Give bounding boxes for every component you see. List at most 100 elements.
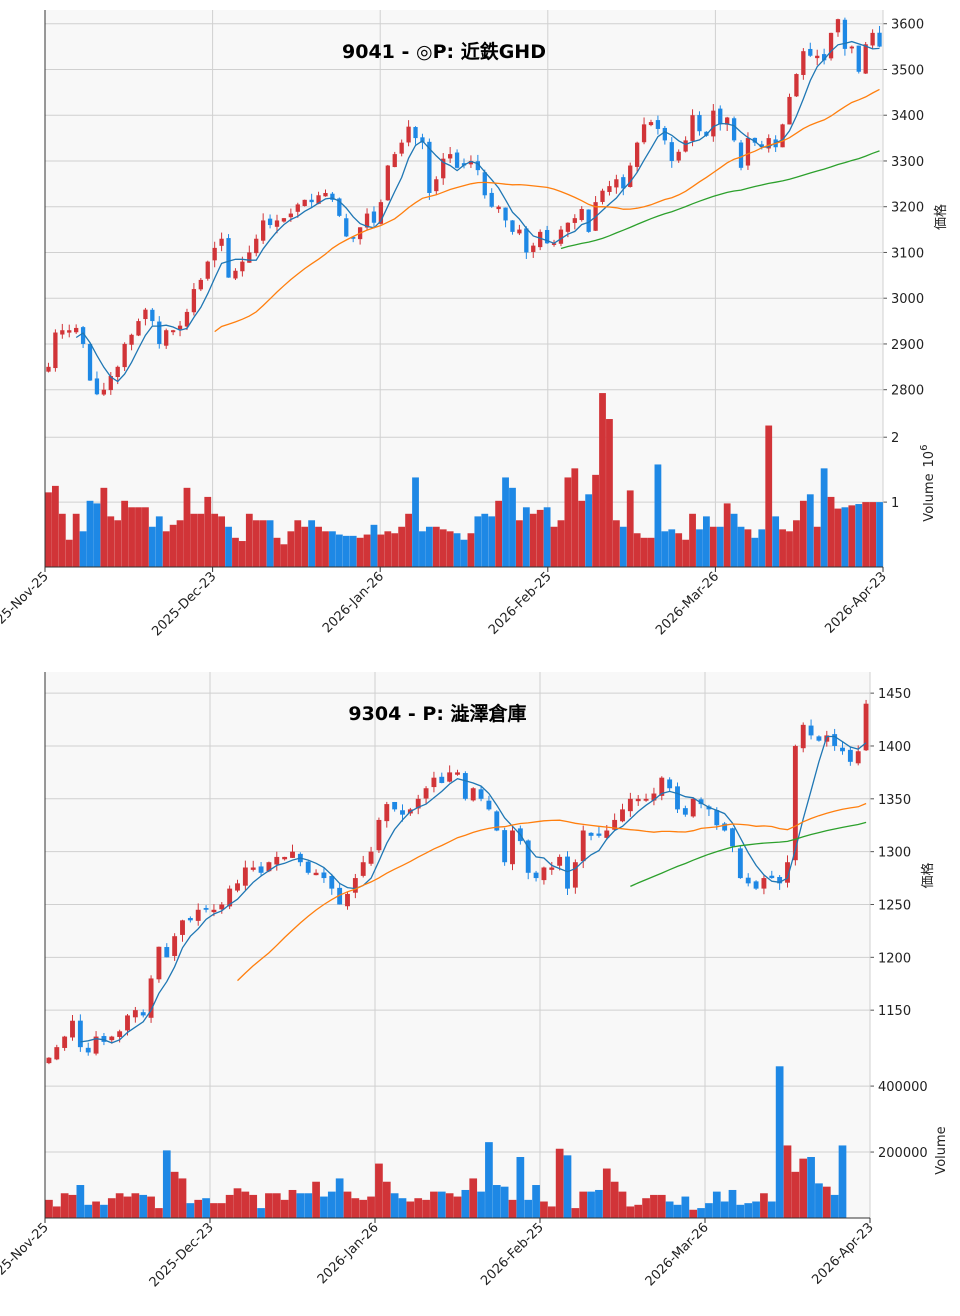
- volume-bar: [547, 1206, 556, 1218]
- volume-bar: [599, 393, 606, 567]
- volume-bar: [437, 1191, 446, 1218]
- candle-body: [579, 209, 584, 221]
- candle-body: [250, 867, 256, 870]
- volume-bar: [571, 1208, 580, 1218]
- chart-title: 9041 - ◎P: 近鉄GHD: [342, 40, 546, 63]
- candle-body: [808, 48, 813, 56]
- candle-body: [368, 851, 374, 864]
- volume-bar: [100, 1204, 108, 1218]
- candle-body: [704, 131, 709, 136]
- volume-bar: [363, 534, 371, 567]
- volume-tick-label: 2: [891, 431, 899, 446]
- volume-bar: [606, 419, 613, 567]
- volume-bar: [367, 1196, 375, 1218]
- candle-body: [233, 270, 238, 279]
- candle-body: [620, 809, 625, 822]
- volume-bar: [728, 1189, 737, 1218]
- volume-bar: [356, 537, 364, 567]
- candle-body: [295, 204, 300, 212]
- volume-bar: [509, 487, 516, 567]
- candle-body: [482, 172, 487, 196]
- candle-body: [877, 32, 882, 47]
- volume-bar: [359, 1199, 368, 1218]
- volume-bar: [681, 1196, 690, 1218]
- candle-body: [737, 848, 743, 879]
- candle-body: [470, 788, 476, 801]
- candle-body: [323, 192, 328, 197]
- volume-bar: [673, 1204, 682, 1218]
- candle-body: [53, 332, 58, 369]
- volume-bar: [760, 1193, 768, 1218]
- candle-body: [415, 798, 421, 809]
- volume-bar: [703, 516, 710, 567]
- volume-bar: [272, 1193, 281, 1218]
- candle-body: [525, 840, 531, 873]
- candle-body: [150, 309, 155, 322]
- candle-body: [108, 375, 113, 391]
- volume-bar: [335, 1178, 344, 1218]
- candle-body: [496, 206, 501, 210]
- volume-bar: [820, 468, 828, 567]
- volume-bar: [626, 1206, 635, 1218]
- volume-bar: [294, 520, 302, 567]
- date-tick-label: 2025-Nov-25: [0, 569, 52, 639]
- volume-bar: [155, 516, 163, 567]
- volume-bar: [147, 1196, 155, 1218]
- candle-body: [651, 793, 657, 801]
- volume-bar: [516, 520, 523, 567]
- volume-bar: [536, 509, 544, 567]
- price-tick-label: 3000: [891, 292, 924, 307]
- volume-bar: [602, 1168, 611, 1218]
- volume-bar: [661, 531, 669, 567]
- candle-body: [384, 804, 390, 822]
- volume-bar: [485, 1142, 493, 1218]
- candle-body: [226, 238, 231, 278]
- volume-bar: [682, 539, 690, 567]
- volume-bar: [640, 537, 648, 567]
- volume-bar: [543, 507, 551, 567]
- candle-body: [400, 810, 405, 815]
- volume-bar: [186, 1203, 195, 1218]
- volume-bar: [689, 513, 696, 567]
- volume-bar: [93, 503, 101, 567]
- volume-bar: [634, 1204, 643, 1218]
- volume-bar: [79, 531, 87, 567]
- volume-bar: [204, 496, 212, 567]
- candle-body: [745, 877, 751, 884]
- volume-bar: [550, 526, 558, 567]
- ma-long-line: [630, 821, 867, 887]
- volume-bar: [176, 520, 184, 567]
- candle-body: [475, 161, 480, 171]
- candle-body: [274, 856, 280, 865]
- volume-bar: [744, 529, 752, 567]
- candle-body: [821, 54, 827, 61]
- candle-body: [345, 893, 350, 907]
- volume-bar: [642, 1198, 650, 1218]
- candle-body: [777, 876, 783, 884]
- chart-panel-2: 1150 1200 1250 1300 1350 1400 1450 200000 400000…: [0, 672, 949, 1290]
- candle-body: [406, 126, 411, 143]
- candle-body: [801, 51, 806, 75]
- volume-bar: [775, 1066, 784, 1218]
- volume-bar: [529, 513, 537, 567]
- volume-bar: [736, 1204, 745, 1218]
- volume-bar: [84, 1204, 93, 1218]
- volume-bar: [148, 526, 156, 567]
- volume-bar: [578, 500, 586, 567]
- candle-body: [309, 199, 314, 203]
- price-tick-label: 2800: [891, 384, 924, 399]
- candle-body: [792, 745, 798, 861]
- candle-body: [675, 786, 680, 810]
- candle-body: [143, 309, 148, 320]
- volume-bar: [115, 1193, 124, 1218]
- candle-body: [288, 213, 294, 218]
- date-tick-label: 2026-Apr-23: [809, 1220, 876, 1287]
- volume-bar: [335, 534, 343, 567]
- candle-body: [378, 202, 384, 224]
- volume-bar: [477, 1191, 485, 1218]
- volume-bar: [322, 531, 329, 567]
- volume-bar: [689, 1209, 698, 1218]
- volume-bar: [540, 1201, 548, 1218]
- candle-body: [282, 856, 288, 860]
- volume-bar: [377, 534, 385, 567]
